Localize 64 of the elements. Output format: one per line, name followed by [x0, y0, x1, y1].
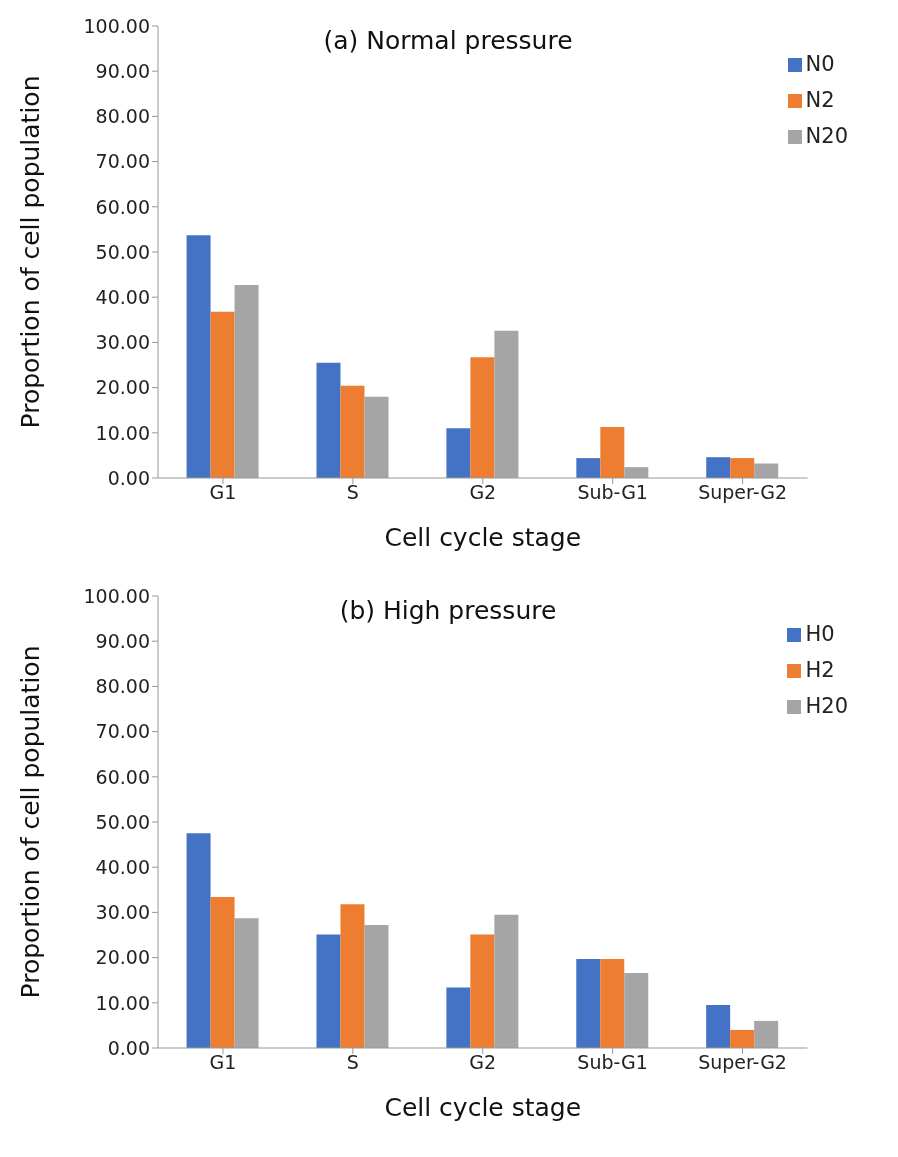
- x-axis-title: Cell cycle stage: [384, 523, 582, 552]
- y-tick-label: 100.00: [83, 584, 150, 607]
- x-tick-label: Super-G2: [698, 481, 788, 504]
- y-tick-label: 0.00: [107, 1036, 150, 1059]
- bar: [730, 1029, 755, 1048]
- bar: [600, 426, 625, 478]
- bar: [470, 934, 495, 1048]
- x-tick-label: Super-G2: [698, 1051, 787, 1074]
- y-tick-label: 60.00: [95, 765, 150, 788]
- bar: [446, 987, 471, 1048]
- bar: [186, 235, 211, 478]
- bar: [576, 958, 601, 1048]
- legend-label: H20: [805, 694, 848, 718]
- chart-title: (b) High pressure: [338, 596, 558, 625]
- y-tick-label: 20.00: [95, 376, 150, 399]
- bar: [446, 428, 471, 478]
- x-tick-label: S: [346, 481, 359, 504]
- y-tick-label: 20.00: [95, 946, 150, 969]
- bar: [470, 357, 495, 478]
- bar: [706, 457, 731, 478]
- y-tick-label: 70.00: [95, 150, 150, 173]
- y-tick-label: 80.00: [95, 675, 150, 698]
- y-tick-label: 40.00: [95, 285, 150, 308]
- bar: [706, 1005, 731, 1048]
- y-tick-label: 50.00: [95, 810, 150, 833]
- legend-label: H0: [805, 622, 835, 646]
- bar: [186, 833, 211, 1048]
- y-tick-label: 10.00: [95, 991, 150, 1014]
- y-axis-title: Proportion of cell population: [15, 645, 45, 999]
- bar: [600, 958, 625, 1048]
- bar: [576, 458, 601, 478]
- x-tick-label: S: [346, 1051, 359, 1074]
- y-tick-label: 70.00: [95, 720, 150, 743]
- y-tick-label: 30.00: [95, 331, 150, 354]
- bar: [730, 458, 755, 478]
- bar: [340, 385, 365, 478]
- x-tick-label: G2: [469, 1051, 497, 1074]
- y-axis-title: Proportion of cell population: [15, 75, 45, 429]
- legend-label: H2: [805, 658, 835, 682]
- legend-label: N2: [805, 88, 835, 112]
- chart-title: (a) Normal pressure: [322, 26, 574, 55]
- y-tick-label: 30.00: [95, 901, 150, 924]
- x-tick-label: Sub-G1: [577, 481, 648, 504]
- bar: [316, 362, 341, 478]
- x-tick-label: G1: [209, 1051, 237, 1074]
- y-tick-label: 90.00: [95, 629, 150, 652]
- bar: [210, 311, 235, 478]
- y-tick-label: 40.00: [95, 855, 150, 878]
- y-tick-label: 50.00: [95, 240, 150, 263]
- x-tick-label: G2: [469, 481, 497, 504]
- y-tick-label: 0.00: [107, 466, 150, 489]
- y-tick-label: 60.00: [95, 195, 150, 218]
- x-axis-title: Cell cycle stage: [384, 1093, 582, 1122]
- y-tick-label: 80.00: [95, 105, 150, 128]
- bar: [210, 897, 235, 1048]
- bar: [316, 934, 341, 1048]
- legend-label: N0: [805, 52, 835, 76]
- legend-label: N20: [805, 124, 848, 148]
- bar: [340, 904, 365, 1048]
- y-tick-label: 10.00: [95, 421, 150, 444]
- y-tick-label: 100.00: [83, 14, 150, 37]
- x-tick-label: G1: [209, 481, 237, 504]
- x-tick-label: Sub-G1: [577, 1051, 648, 1074]
- y-tick-label: 90.00: [95, 59, 150, 82]
